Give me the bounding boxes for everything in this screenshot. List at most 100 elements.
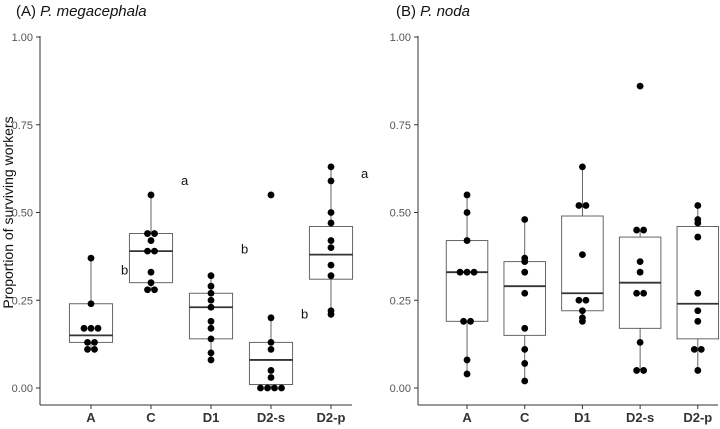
y-axis-label: Proportion of surviving workers — [0, 116, 16, 308]
data-point — [521, 216, 529, 223]
data-point — [267, 314, 275, 322]
box-group-c: aC — [128, 173, 189, 425]
data-point — [636, 82, 644, 90]
significance-letter: a — [181, 173, 189, 188]
data-point — [579, 307, 586, 315]
data-point — [521, 377, 529, 385]
data-point — [579, 314, 586, 322]
data-point — [636, 258, 644, 266]
data-point — [521, 324, 529, 332]
data-point — [327, 261, 335, 269]
y-tick-label: 0.25 — [390, 295, 411, 307]
panel-b: (B) P. noda 0.00 0.25 0.50 0.75 1.00 A C D1 D2-s D… — [390, 3, 720, 425]
data-point — [207, 282, 215, 290]
data-point — [144, 286, 151, 294]
data-point — [327, 237, 335, 244]
data-point — [636, 338, 644, 346]
data-point — [207, 317, 215, 325]
data-point — [694, 317, 702, 325]
data-point — [470, 268, 478, 276]
data-point — [91, 345, 98, 353]
data-point — [694, 202, 702, 209]
data-point — [463, 191, 471, 199]
panel-title-prefix: (B) — [396, 3, 420, 20]
data-point — [463, 370, 471, 378]
x-tick-label: D2-s — [626, 410, 654, 425]
iqr-box — [68, 303, 114, 343]
data-point — [575, 296, 583, 304]
panel-title-prefix: (A) — [16, 3, 40, 20]
data-point — [694, 216, 702, 223]
y-tick-label: 1.00 — [390, 32, 411, 44]
significance-letter: b — [301, 306, 308, 321]
data-point — [640, 367, 648, 374]
data-point — [521, 345, 529, 353]
panel-title: (A) P. megacephala — [16, 3, 147, 20]
y-tick-label: 0.25 — [12, 295, 33, 307]
data-point — [327, 272, 335, 280]
box-group-d2-p: a D2-p — [308, 163, 369, 425]
data-point — [147, 279, 155, 287]
box-group-a: A — [445, 191, 489, 425]
data-point — [278, 384, 285, 392]
data-point — [633, 226, 641, 234]
data-point — [579, 163, 586, 171]
box-group-d1: b D1 — [188, 241, 248, 425]
data-point — [87, 254, 95, 262]
y-tick-label: 0.50 — [12, 208, 33, 220]
data-point — [521, 268, 529, 276]
data-point — [579, 251, 586, 259]
data-point — [207, 303, 215, 311]
data-point — [327, 209, 335, 216]
box-group-d2-s: D2-s — [618, 82, 662, 425]
data-point — [460, 317, 467, 325]
x-tick-label: C — [146, 410, 156, 425]
data-point — [521, 254, 529, 262]
data-point — [144, 247, 151, 255]
iqr-box — [561, 215, 604, 312]
data-point — [582, 202, 590, 209]
box-group-c: C — [503, 216, 546, 425]
x-tick-label: A — [86, 410, 96, 425]
data-point — [327, 219, 335, 227]
data-point — [151, 230, 158, 237]
data-point — [151, 247, 158, 255]
data-point — [640, 226, 648, 234]
box-group-d1: D1 — [561, 163, 604, 425]
data-point — [582, 296, 590, 304]
data-point — [467, 317, 474, 325]
data-point — [267, 374, 275, 381]
data-point — [521, 360, 529, 367]
data-point — [327, 177, 335, 185]
data-point — [91, 338, 98, 346]
x-tick-label: D1 — [203, 410, 220, 425]
data-point — [521, 289, 529, 297]
data-point — [463, 268, 471, 276]
iqr-box — [445, 240, 489, 322]
panel-title-species: P. noda — [420, 3, 470, 20]
data-point — [94, 324, 102, 332]
panel-a: (A) P. megacephala Proportion of survivin… — [0, 3, 369, 425]
data-point — [694, 233, 702, 241]
data-point — [463, 237, 471, 244]
y-tick-label: 0.00 — [390, 383, 411, 395]
data-point — [463, 356, 471, 364]
data-point — [147, 191, 155, 199]
box-group-d2-s: b D2-s — [248, 191, 308, 425]
data-point — [207, 324, 215, 332]
data-point — [207, 356, 215, 364]
data-point — [267, 367, 275, 374]
x-tick-label: D2-p — [317, 410, 346, 425]
data-point — [463, 209, 471, 216]
data-point — [327, 244, 335, 252]
significance-letter: a — [361, 166, 369, 181]
data-point — [267, 191, 275, 199]
data-point — [327, 307, 335, 315]
data-point — [207, 272, 215, 280]
x-tick-label: C — [520, 410, 530, 425]
data-point — [147, 268, 155, 276]
data-point — [633, 367, 641, 374]
data-point — [267, 338, 275, 346]
data-point — [690, 345, 698, 353]
